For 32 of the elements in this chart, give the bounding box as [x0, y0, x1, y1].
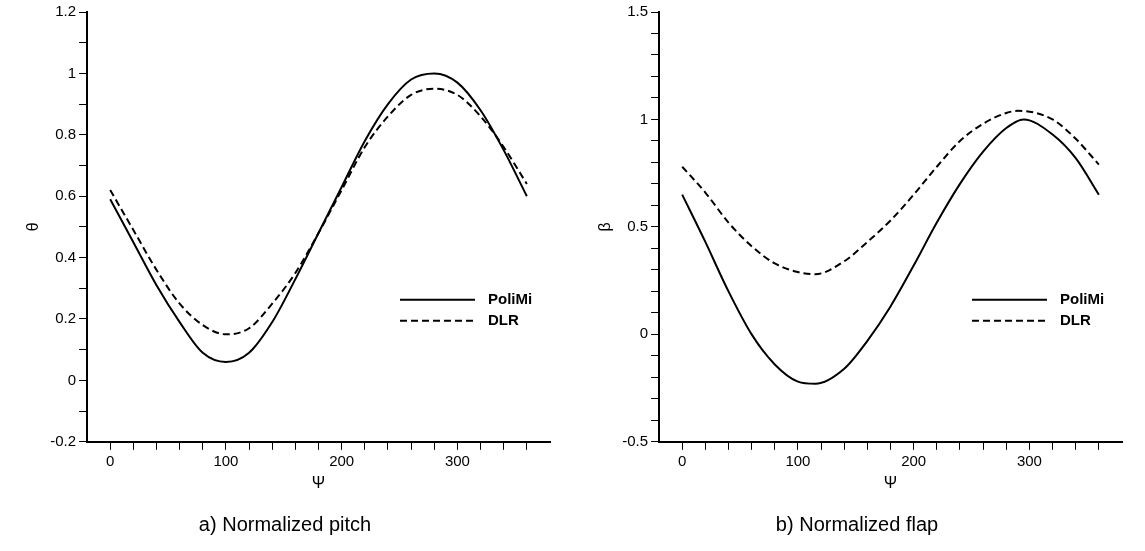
text: b) Normalized flap [775, 512, 939, 535]
x-axis-title: Ψ [311, 473, 326, 491]
y-tick-label: 1 [67, 63, 77, 81]
x-axis-title: Ψ [883, 473, 898, 491]
line-series [681, 109, 1100, 276]
legend-label: DLR [1060, 310, 1091, 328]
text: a) Normalized pitch [198, 512, 372, 535]
y-tick-label: 0.2 [55, 309, 77, 327]
y-axis-title: β [596, 222, 614, 232]
y-tick-label: 0 [639, 324, 649, 342]
x-tick-label: 300 [444, 451, 470, 469]
y-tick-label: 1.5 [627, 2, 649, 20]
x-tick-label: 200 [329, 451, 355, 469]
y-tick-label: 0.6 [55, 186, 77, 204]
y-tick-label: 0.5 [627, 217, 649, 235]
legend-label: DLR [488, 310, 519, 328]
y-axis-title: θ [24, 222, 42, 232]
x-tick-label: 0 [678, 451, 687, 469]
x-tick-label: 300 [1016, 451, 1042, 469]
legend-label: PoliMi [488, 289, 533, 307]
y-tick-label: 0 [67, 370, 77, 388]
legend-label: PoliMi [1060, 289, 1105, 307]
x-tick-label: 200 [901, 451, 927, 469]
y-tick-label: 0.8 [55, 124, 77, 142]
x-tick-label: 100 [785, 451, 811, 469]
x-tick-label: 100 [213, 451, 239, 469]
y-tick-label: 0.4 [55, 247, 77, 265]
y-tick-label: 1.2 [55, 2, 77, 20]
y-tick-label: -0.5 [622, 431, 649, 449]
y-tick-label: 1 [639, 109, 649, 127]
x-tick-label: 0 [106, 451, 115, 469]
y-tick-label: -0.2 [50, 431, 77, 449]
